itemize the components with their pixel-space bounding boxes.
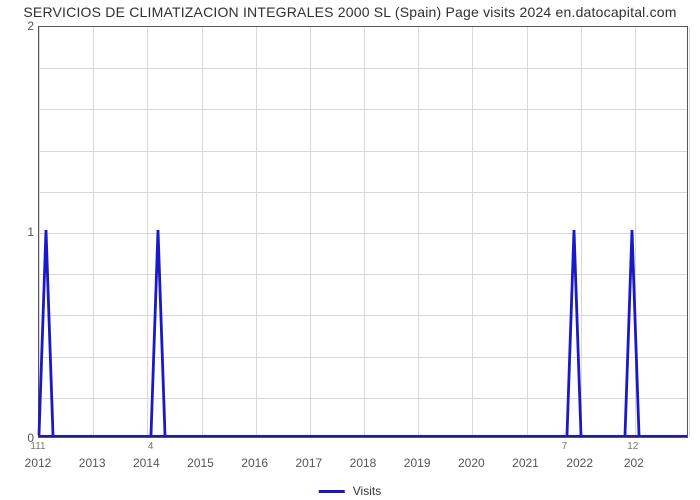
baseline	[39, 435, 687, 437]
x-tick-label: 202	[624, 456, 644, 470]
data-spike	[623, 229, 641, 437]
x-tick-label: 2020	[458, 456, 485, 470]
x-tick-label: 2017	[295, 456, 322, 470]
data-spike	[37, 229, 55, 437]
data-spike	[565, 229, 583, 437]
x-tick-label: 2014	[133, 456, 160, 470]
x-tick-label: 2021	[512, 456, 539, 470]
x-tick-label: 2016	[241, 456, 268, 470]
point-label: 12	[627, 441, 638, 452]
point-label: 7	[562, 441, 568, 452]
y-tick-label: 2	[8, 19, 34, 33]
data-spike	[149, 229, 167, 437]
point-label: 111	[30, 441, 45, 452]
x-tick-label: 2022	[566, 456, 593, 470]
legend-label: Visits	[353, 484, 381, 498]
plot-area	[38, 26, 688, 438]
x-tick-label: 2012	[25, 456, 52, 470]
x-tick-label: 2015	[187, 456, 214, 470]
legend-swatch	[319, 490, 345, 493]
x-tick-label: 2018	[350, 456, 377, 470]
y-tick-label: 1	[8, 225, 34, 239]
point-label: 4	[148, 441, 154, 452]
x-tick-label: 2013	[79, 456, 106, 470]
x-tick-label: 2019	[404, 456, 431, 470]
legend: Visits	[319, 484, 381, 498]
chart-title: SERVICIOS DE CLIMATIZACION INTEGRALES 20…	[0, 0, 700, 20]
